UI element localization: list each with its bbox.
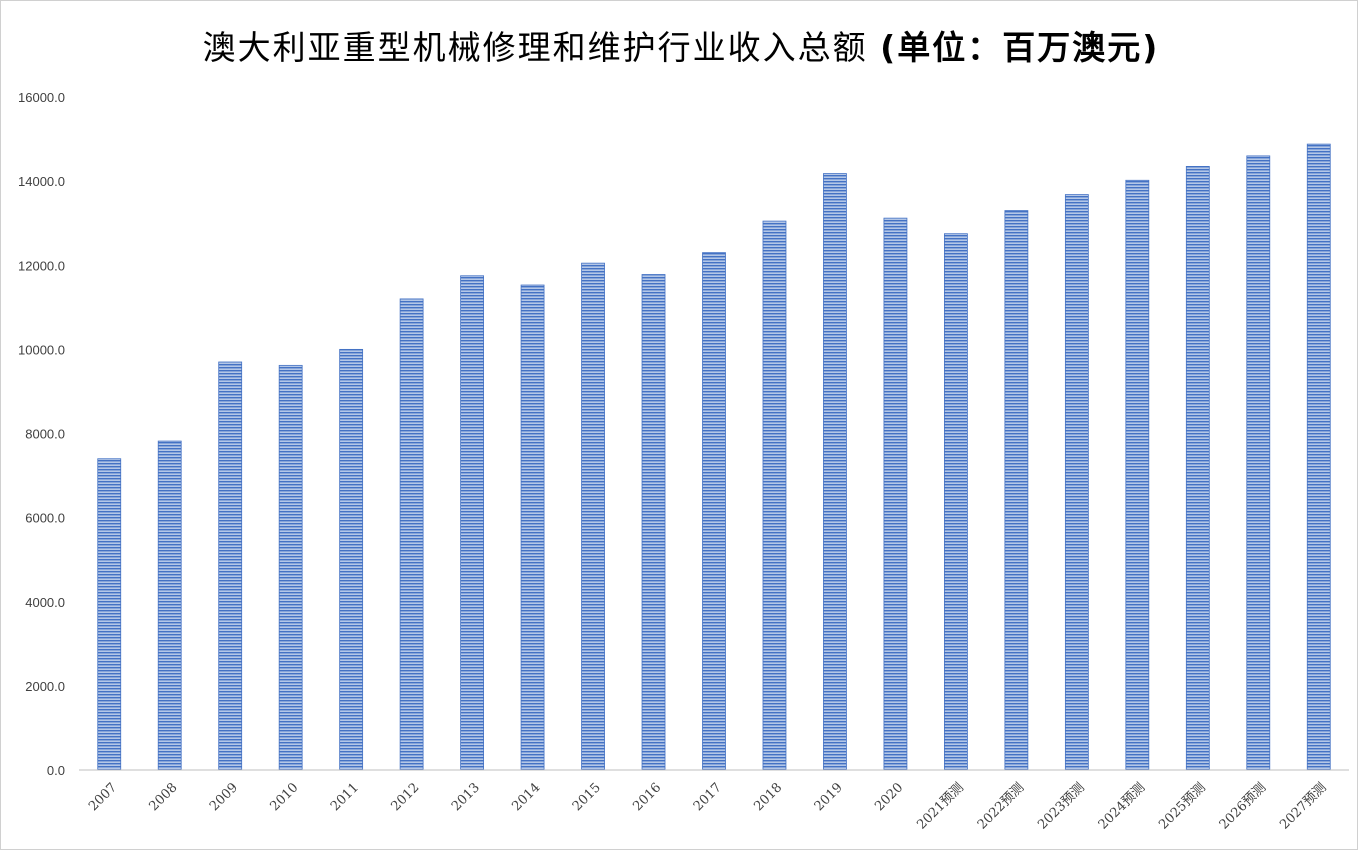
bar xyxy=(1185,166,1210,771)
chart-title-main: 澳大利亚重型机械修理和维护行业收入总额 xyxy=(202,28,868,67)
x-tick-label: 2023预测 xyxy=(1035,780,1087,832)
x-tick-label: 2024预测 xyxy=(1096,780,1148,832)
x-tick-label: 2009 xyxy=(207,780,241,814)
x-axis: 2007 2008 2009 2010 2011 2012 2013 2014 2015 2016… xyxy=(86,780,1330,832)
x-tick-label: 2010 xyxy=(267,780,301,814)
x-tick-label: 2027预测 xyxy=(1277,780,1329,832)
bar xyxy=(762,220,787,771)
x-tick-label: 2007 xyxy=(86,780,120,814)
chart-title: 澳大利亚重型机械修理和维护行业收入总额 (单位：百万澳元) xyxy=(1,21,1360,69)
bar xyxy=(520,284,545,771)
bar xyxy=(157,440,182,771)
bars xyxy=(97,143,1331,771)
x-tick-label: 2014 xyxy=(509,780,543,814)
bar xyxy=(702,252,726,771)
y-tick-label: 14000.0 xyxy=(18,174,65,189)
x-tick-label: 2025预测 xyxy=(1156,780,1208,832)
x-tick-label: 2015 xyxy=(570,780,604,814)
chart-title-unit: (单位：百万澳元) xyxy=(880,28,1160,67)
bar xyxy=(97,458,122,771)
x-tick-label: 2016 xyxy=(630,780,664,814)
bar xyxy=(399,298,424,771)
bar xyxy=(641,274,666,771)
y-tick-label: 2000.0 xyxy=(25,679,65,694)
x-tick-label: 2008 xyxy=(147,780,181,814)
y-tick-label: 4000.0 xyxy=(25,595,65,610)
bar xyxy=(1064,194,1089,771)
bar xyxy=(944,233,968,771)
x-tick-label: 2012 xyxy=(388,780,422,814)
bar xyxy=(1306,143,1331,771)
bar xyxy=(1246,155,1271,771)
bar xyxy=(823,173,847,771)
x-tick-label: 2018 xyxy=(751,780,785,814)
x-tick-label: 2021预测 xyxy=(914,780,966,832)
bar xyxy=(218,361,243,771)
x-tick-label: 2019 xyxy=(812,780,846,814)
y-tick-label: 6000.0 xyxy=(25,511,65,526)
x-tick-label: 2026预测 xyxy=(1217,780,1269,832)
bar xyxy=(278,364,303,771)
y-tick-label: 16000.0 xyxy=(18,90,65,105)
bar xyxy=(460,275,484,771)
y-tick-label: 12000.0 xyxy=(18,258,65,273)
bar xyxy=(581,262,605,771)
bar xyxy=(1125,179,1150,771)
bar xyxy=(883,217,908,771)
y-tick-label: 10000.0 xyxy=(18,342,65,357)
x-tick-label: 2011 xyxy=(328,780,362,814)
x-tick-label: 2022预测 xyxy=(975,780,1027,832)
y-axis: 0.0 2000.0 4000.0 6000.0 8000.0 10000.0 12000.… xyxy=(18,90,65,778)
bar xyxy=(339,348,364,771)
y-tick-label: 0.0 xyxy=(47,763,65,778)
y-tick-label: 8000.0 xyxy=(25,427,65,442)
x-tick-label: 2020 xyxy=(872,780,906,814)
x-tick-label: 2017 xyxy=(691,780,725,814)
x-tick-label: 2013 xyxy=(449,780,483,814)
bar xyxy=(1004,210,1029,771)
